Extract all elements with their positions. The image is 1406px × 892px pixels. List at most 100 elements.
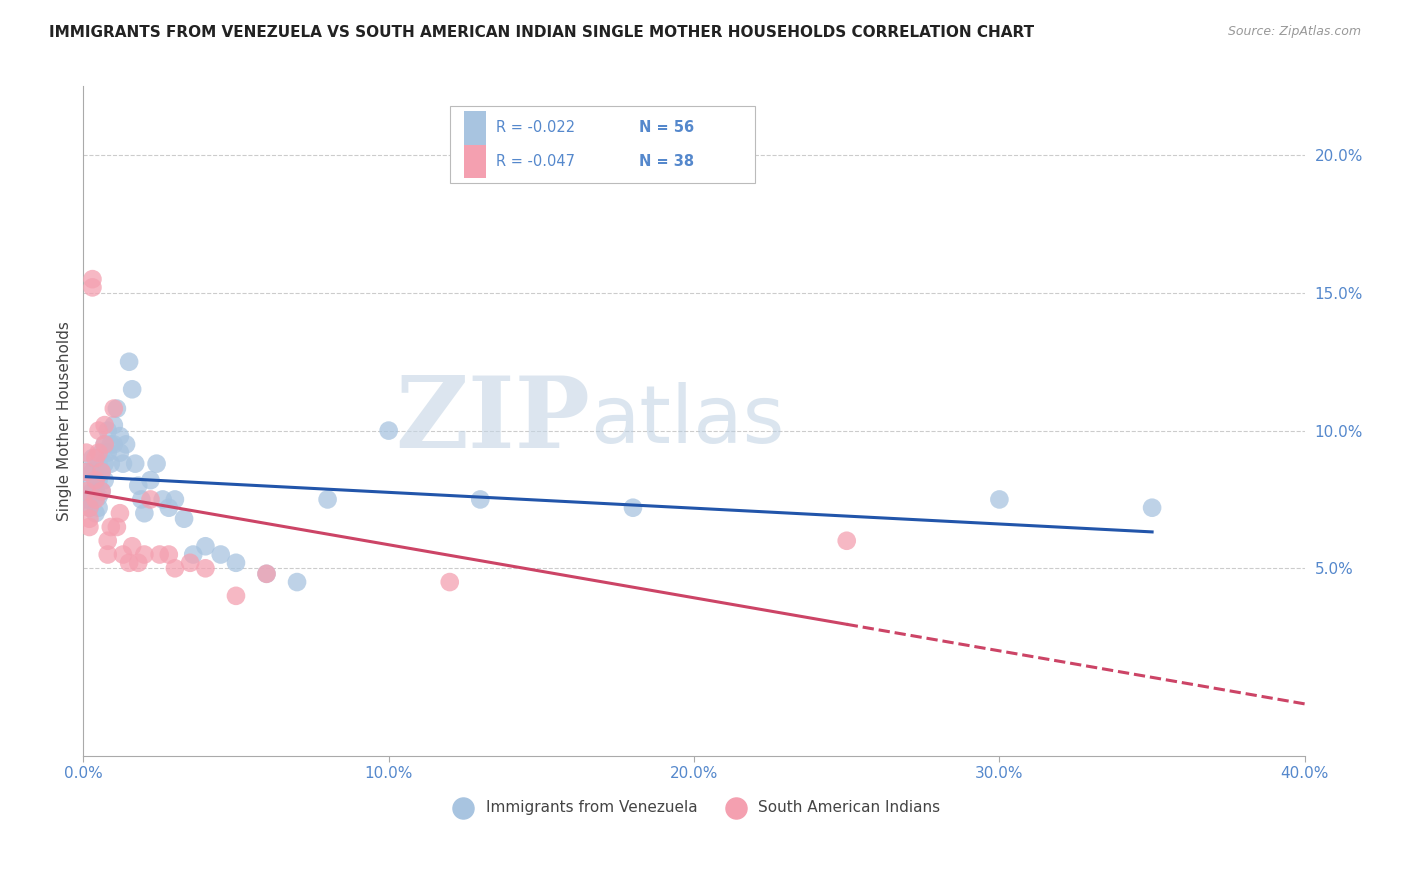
Point bbox=[93, 418, 115, 433]
Point bbox=[163, 561, 186, 575]
Point bbox=[103, 401, 125, 416]
Point bbox=[988, 492, 1011, 507]
Point bbox=[79, 500, 101, 515]
Point bbox=[1140, 500, 1163, 515]
Point bbox=[100, 457, 122, 471]
Point bbox=[97, 533, 120, 548]
FancyBboxPatch shape bbox=[450, 106, 755, 184]
Point bbox=[100, 520, 122, 534]
Point bbox=[152, 492, 174, 507]
Text: atlas: atlas bbox=[591, 382, 785, 460]
Point bbox=[87, 424, 110, 438]
Point bbox=[316, 492, 339, 507]
Point bbox=[139, 492, 162, 507]
Point bbox=[87, 500, 110, 515]
Point bbox=[145, 457, 167, 471]
Point bbox=[134, 548, 156, 562]
Point bbox=[103, 418, 125, 433]
Point bbox=[75, 445, 97, 459]
Point bbox=[105, 401, 128, 416]
Point bbox=[93, 437, 115, 451]
Point bbox=[103, 437, 125, 451]
Point bbox=[79, 520, 101, 534]
Point bbox=[377, 424, 399, 438]
Point bbox=[97, 424, 120, 438]
Point bbox=[134, 506, 156, 520]
Point bbox=[90, 465, 112, 479]
Point bbox=[93, 473, 115, 487]
Point bbox=[163, 492, 186, 507]
Point bbox=[97, 548, 120, 562]
Point bbox=[835, 533, 858, 548]
Point bbox=[79, 492, 101, 507]
Point bbox=[84, 484, 107, 499]
Point bbox=[149, 548, 172, 562]
Point bbox=[256, 566, 278, 581]
Point bbox=[157, 500, 180, 515]
Point bbox=[111, 457, 134, 471]
Point bbox=[79, 478, 101, 492]
Legend: Immigrants from Venezuela, South American Indians: Immigrants from Venezuela, South America… bbox=[441, 794, 946, 822]
Point bbox=[124, 457, 146, 471]
Point bbox=[181, 548, 204, 562]
Point bbox=[127, 556, 149, 570]
Point bbox=[90, 484, 112, 499]
FancyBboxPatch shape bbox=[464, 112, 486, 145]
Point bbox=[84, 492, 107, 507]
Point bbox=[108, 506, 131, 520]
Point bbox=[82, 484, 104, 499]
Text: IMMIGRANTS FROM VENEZUELA VS SOUTH AMERICAN INDIAN SINGLE MOTHER HOUSEHOLDS CORR: IMMIGRANTS FROM VENEZUELA VS SOUTH AMERI… bbox=[49, 25, 1035, 40]
Point bbox=[115, 437, 138, 451]
Point bbox=[285, 575, 308, 590]
Point bbox=[79, 500, 101, 515]
Point bbox=[93, 437, 115, 451]
Point bbox=[108, 445, 131, 459]
Point bbox=[121, 539, 143, 553]
Point bbox=[111, 548, 134, 562]
Point bbox=[75, 484, 97, 499]
Point bbox=[82, 451, 104, 466]
Point bbox=[470, 492, 492, 507]
Point bbox=[194, 561, 217, 575]
Point bbox=[108, 429, 131, 443]
Text: N = 38: N = 38 bbox=[640, 153, 695, 169]
FancyBboxPatch shape bbox=[464, 145, 486, 178]
Point bbox=[90, 445, 112, 459]
Point bbox=[93, 457, 115, 471]
Text: Source: ZipAtlas.com: Source: ZipAtlas.com bbox=[1227, 25, 1361, 38]
Point bbox=[87, 457, 110, 471]
Point bbox=[84, 451, 107, 466]
Point bbox=[84, 473, 107, 487]
Point bbox=[621, 500, 644, 515]
Point bbox=[131, 492, 153, 507]
Point bbox=[90, 484, 112, 499]
Point bbox=[256, 566, 278, 581]
Point bbox=[82, 280, 104, 294]
Point bbox=[90, 465, 112, 479]
Point bbox=[157, 548, 180, 562]
Point bbox=[84, 473, 107, 487]
Point bbox=[173, 512, 195, 526]
Point bbox=[82, 465, 104, 479]
Point bbox=[87, 490, 110, 504]
Point bbox=[97, 445, 120, 459]
Y-axis label: Single Mother Households: Single Mother Households bbox=[58, 321, 72, 521]
Text: R = -0.022: R = -0.022 bbox=[496, 120, 575, 136]
Point bbox=[79, 512, 101, 526]
Point bbox=[118, 355, 141, 369]
Point bbox=[439, 575, 461, 590]
Point bbox=[75, 465, 97, 479]
Point bbox=[75, 492, 97, 507]
Point bbox=[82, 272, 104, 286]
Point bbox=[121, 382, 143, 396]
Point bbox=[75, 465, 97, 479]
Text: ZIP: ZIP bbox=[395, 373, 591, 469]
Text: N = 56: N = 56 bbox=[640, 120, 695, 136]
Point bbox=[179, 556, 201, 570]
Point bbox=[84, 506, 107, 520]
Point bbox=[127, 478, 149, 492]
Point bbox=[225, 589, 247, 603]
Point bbox=[209, 548, 232, 562]
Point bbox=[118, 556, 141, 570]
Point bbox=[194, 539, 217, 553]
